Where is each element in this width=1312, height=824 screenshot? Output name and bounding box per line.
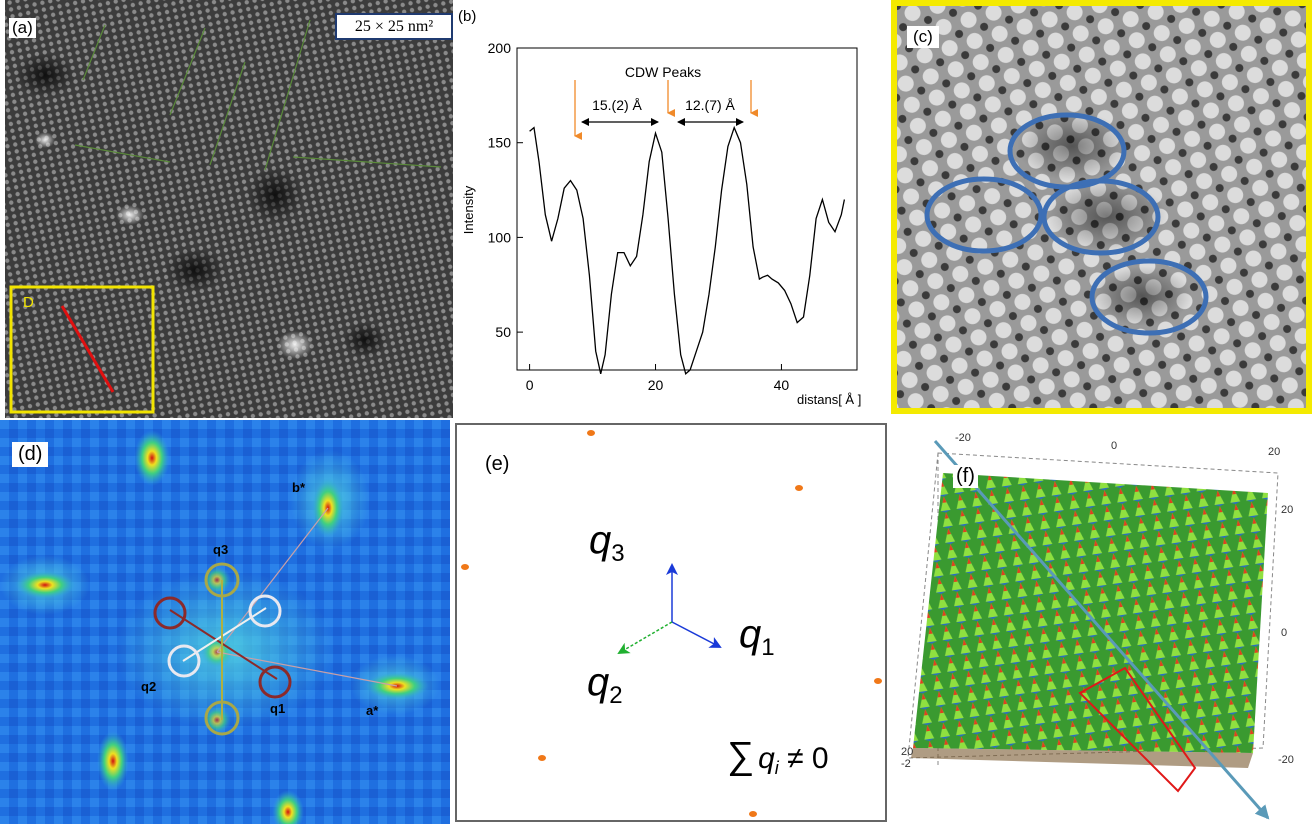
cdw-q-vector-circles [153,562,292,736]
intensity-series-line [529,125,846,375]
svg-text:20: 20 [901,746,913,758]
svg-text:0: 0 [1281,627,1287,639]
panel-c-zoomed-stm: (c) [891,0,1312,414]
bragg-spot [874,678,882,684]
panel-f-3d-surface: -20 0 20 20 0 -20 20 -2 (f) [893,423,1312,824]
x-axis: 0 20 40 [526,364,790,393]
bragg-peak [97,731,129,791]
inset-label: D [23,294,34,311]
a-star-label: a* [366,703,379,718]
panel-a-label: (a) [9,18,36,38]
line-profile-marker [60,305,115,393]
fourier-transform-image: b* a* q3 q2 q1 [0,420,450,824]
line-cut-arrow [933,440,1270,820]
bragg-spot [795,485,803,491]
cdw-ring [1089,258,1209,336]
cdw-3d-surface-plot: -20 0 20 20 0 -20 20 -2 [901,432,1294,820]
svg-text:20: 20 [1268,446,1280,458]
spacing-label-2: 12.(7) Å [685,97,735,113]
panel-f-label: (f) [953,465,978,488]
bragg-peak [134,430,170,486]
scale-label: 25 × 25 nm² [335,13,453,40]
highlight-box [1078,666,1197,793]
panel-b-line-profile: 50 100 150 200 0 20 40 Intensity distans[ Å ]… [455,0,887,418]
svg-text:-20: -20 [1278,754,1294,766]
bragg-spots [461,430,882,817]
x-tick-label: 20 [648,377,664,393]
sum-rule-expression: ∑ qi ≠ 0 [727,735,829,778]
q2-circle [167,644,201,678]
b-star-label: b* [292,480,306,495]
panel-b-label: (b) [458,8,477,25]
q2-circle [248,594,282,628]
stm-topography-a [5,0,453,418]
cdw-peaks-annotation: CDW Peaks [625,64,701,80]
bragg-spot [538,755,546,761]
q3-label: q3 [213,542,228,557]
bragg-peak [272,790,304,824]
q1-circle [258,665,292,699]
y-tick-label: 150 [488,135,512,151]
y-tick-label: 50 [495,324,511,340]
q1-arrow [671,621,722,648]
y-axis-label: Intensity [461,185,476,234]
q2-arrow [617,621,673,655]
x-tick-label: 40 [774,377,790,393]
q3-label: q3 [589,518,625,567]
q-vector-schematic: q3 q1 q2 ∑ qi ≠ 0 [461,430,882,817]
cdw-cluster-rings [924,112,1209,336]
panel-e-label: (e) [485,453,510,475]
intensity-profile-chart: 50 100 150 200 0 20 40 Intensity distans[ Å ]… [461,40,861,407]
panel-d-label: (d) [12,442,49,467]
svg-text:0: 0 [1111,440,1117,452]
q1-circle [153,596,187,630]
bragg-spot [461,564,469,570]
plot-frame [516,47,858,371]
surface-spikes [913,473,1268,753]
q3-circle [204,562,240,598]
panel-a-stm-image: (a) 25 × 25 nm² D [5,0,453,418]
q2-label: q2 [587,660,623,709]
q1-label: q1 [739,612,775,661]
svg-text:20: 20 [1281,504,1293,516]
spacing-label-1: 15.(2) Å [592,97,642,113]
x-tick-label: 0 [526,377,534,393]
svg-text:-2: -2 [901,758,911,770]
domain-boundary-lines [74,19,442,171]
panel-e-q-vector-diagram: q3 q1 q2 ∑ qi ≠ 0 (e) [455,423,887,822]
y-tick-label: 100 [488,229,512,245]
bragg-spot [587,430,595,436]
q2-label: q2 [141,679,156,694]
cdw-ring [924,176,1044,254]
inset-box [9,285,155,414]
bragg-spot [749,811,757,817]
y-tick-label: 200 [488,40,512,56]
y-axis: 50 100 150 200 [488,40,523,340]
cdw-ring [1041,178,1161,256]
panel-c-label: (c) [907,26,939,48]
bragg-peak [15,571,75,599]
q1-label: q1 [270,701,285,716]
x-axis-label: distans[ Å ] [797,392,861,407]
peak-arrows [574,80,758,140]
q3-circle [204,700,240,736]
panel-d-fft-map: b* a* q3 q2 q1 (d) [0,420,450,824]
axis-ticks: -20 0 20 20 0 -20 20 -2 [901,432,1294,770]
stm-topography-c [897,6,1306,408]
svg-text:-20: -20 [955,432,971,444]
